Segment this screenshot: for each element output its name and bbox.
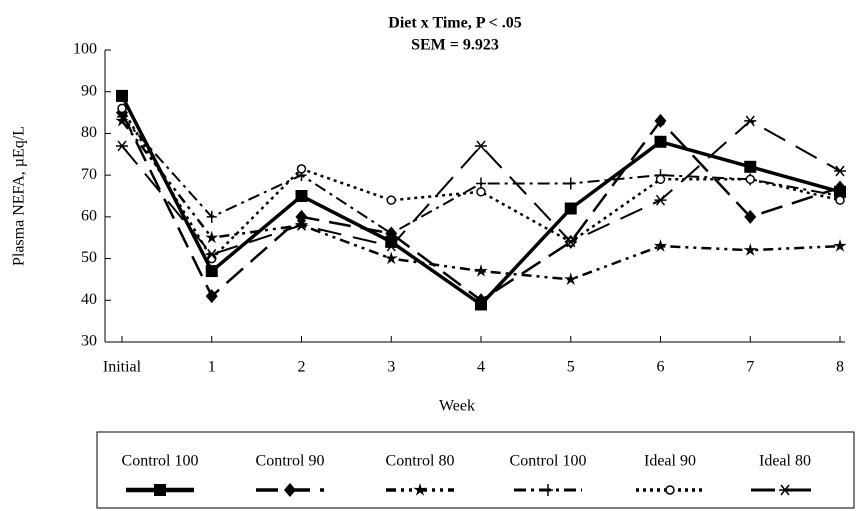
marker bbox=[296, 164, 307, 174]
marker bbox=[653, 239, 668, 252]
marker bbox=[835, 195, 845, 205]
marker bbox=[205, 248, 218, 260]
y-tick-label: 70 bbox=[81, 166, 97, 183]
marker bbox=[654, 194, 667, 206]
marker bbox=[565, 177, 576, 190]
legend-label: Control 90 bbox=[256, 453, 325, 470]
marker bbox=[154, 484, 166, 496]
marker bbox=[385, 240, 398, 252]
marker bbox=[206, 210, 217, 223]
marker bbox=[834, 165, 846, 177]
y-tick-label: 40 bbox=[81, 291, 97, 308]
marker bbox=[779, 484, 791, 496]
marker bbox=[386, 195, 396, 205]
marker bbox=[564, 202, 577, 215]
marker bbox=[655, 174, 666, 185]
marker bbox=[654, 113, 667, 128]
marker bbox=[284, 483, 296, 497]
marker bbox=[475, 140, 487, 152]
y-tick-label: 90 bbox=[81, 82, 97, 99]
y-tick-label: 50 bbox=[81, 249, 97, 266]
series-line bbox=[120, 107, 841, 261]
marker bbox=[295, 190, 308, 202]
marker bbox=[564, 236, 577, 248]
marker bbox=[205, 230, 219, 244]
marker bbox=[744, 160, 757, 173]
marker bbox=[117, 103, 127, 114]
x-tick-label: 3 bbox=[387, 359, 395, 376]
x-tick-label: 2 bbox=[298, 359, 306, 376]
marker bbox=[474, 264, 488, 277]
y-tick-label: 60 bbox=[81, 208, 97, 225]
chart-title: Diet x Time, P < .05 bbox=[388, 15, 521, 32]
legend-box bbox=[96, 431, 855, 509]
marker bbox=[744, 115, 757, 127]
x-tick-label: 8 bbox=[836, 359, 844, 376]
x-tick-label: 1 bbox=[208, 359, 216, 376]
marker bbox=[413, 483, 427, 496]
marker bbox=[205, 265, 218, 278]
marker bbox=[745, 174, 755, 185]
marker bbox=[834, 180, 846, 195]
legend-label: Control 80 bbox=[386, 453, 455, 470]
series-line bbox=[121, 119, 841, 256]
chart-subtitle: SEM = 9.923 bbox=[411, 37, 499, 54]
marker bbox=[665, 485, 675, 495]
marker bbox=[386, 227, 397, 240]
series-line bbox=[121, 116, 841, 235]
x-axis-label: Week bbox=[439, 398, 475, 415]
marker bbox=[476, 187, 486, 197]
marker bbox=[475, 293, 487, 308]
marker bbox=[743, 243, 757, 256]
marker bbox=[295, 219, 308, 231]
x-tick-label: 4 bbox=[477, 359, 485, 376]
y-tick-label: 100 bbox=[73, 41, 97, 58]
marker bbox=[654, 135, 667, 148]
marker bbox=[543, 484, 553, 496]
legend-label: Ideal 90 bbox=[644, 453, 696, 470]
y-tick-label: 30 bbox=[81, 333, 97, 350]
marker bbox=[384, 251, 398, 265]
marker bbox=[744, 209, 757, 224]
marker bbox=[116, 89, 128, 102]
legend-label: Ideal 80 bbox=[759, 453, 811, 470]
marker bbox=[833, 239, 847, 252]
x-tick-label: Initial bbox=[103, 359, 142, 376]
marker bbox=[116, 140, 128, 152]
x-tick-label: 7 bbox=[746, 359, 754, 376]
legend-label: Control 100 bbox=[510, 453, 587, 470]
marker bbox=[564, 272, 578, 286]
y-tick-label: 80 bbox=[81, 124, 97, 141]
y-axis-label: Plasma NEFA, µEq/L bbox=[11, 126, 28, 266]
x-tick-label: 6 bbox=[657, 359, 665, 376]
marker bbox=[205, 289, 218, 304]
legend-label: Control 100 bbox=[122, 453, 199, 470]
x-tick-label: 5 bbox=[567, 359, 575, 376]
